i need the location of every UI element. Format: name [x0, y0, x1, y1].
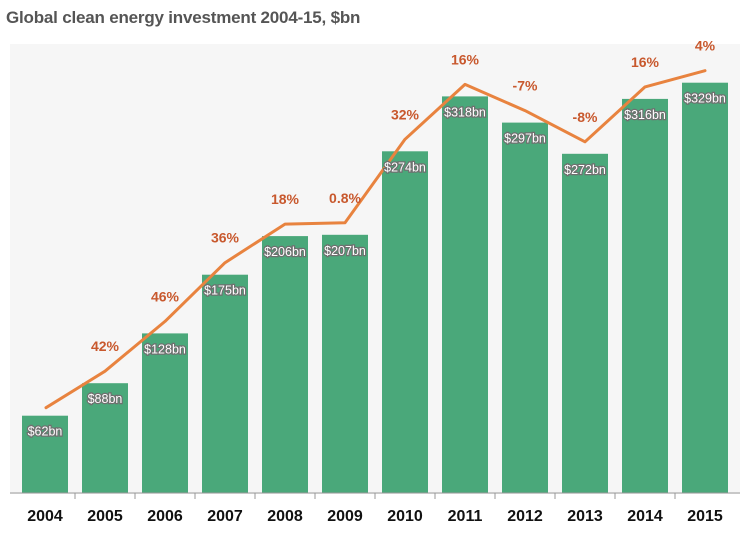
value-labels-layer: $62bn $88bn $128bn $175bn $206bn $207bn $274bn…: [26, 90, 727, 439]
bar-2011: [442, 96, 488, 494]
x-tick-label-2013: 2013: [567, 508, 603, 525]
value-label-2014: $316bn: [624, 108, 666, 122]
growth-label-2005: 42%: [91, 338, 120, 354]
growth-label-2006: 46%: [151, 288, 180, 304]
bar-2008: [262, 236, 308, 493]
growth-label-2015: 4%: [695, 38, 716, 54]
x-tick-label-2008: 2008: [267, 508, 303, 525]
bar-2006: [142, 333, 188, 493]
value-label-2006: $128bn: [144, 342, 186, 356]
x-tick-label-2010: 2010: [387, 508, 423, 525]
bar-2012: [502, 122, 548, 493]
x-axis-labels: 2004 2005 2006 2007 2008 2009 2010 2011 2012 2013…: [27, 508, 723, 525]
bar-2015: [682, 82, 728, 493]
growth-label-2013: -8%: [573, 109, 598, 125]
x-tick-label-2005: 2005: [87, 508, 123, 525]
x-tick-label-2006: 2006: [147, 508, 183, 525]
x-tick-label-2015: 2015: [687, 508, 723, 525]
x-tick-label-2011: 2011: [448, 508, 483, 525]
value-label-2007: $175bn: [204, 284, 246, 298]
value-label-2013: $272bn: [564, 163, 606, 177]
growth-label-2011: 16%: [451, 51, 480, 67]
bar-2005: [82, 383, 128, 493]
growth-label-2008: 18%: [271, 191, 300, 207]
value-label-2004: $62bn: [28, 425, 63, 439]
bars-layer: [22, 82, 728, 494]
growth-label-2014: 16%: [631, 54, 660, 70]
x-tick-label-2012: 2012: [507, 508, 543, 525]
bar-2007: [202, 274, 248, 493]
chart-title: Global clean energy investment 2004-15, …: [6, 8, 361, 27]
value-label-2010: $274bn: [384, 160, 426, 174]
bar-2010: [382, 151, 428, 494]
bar-2009: [322, 234, 368, 494]
growth-label-2007: 36%: [211, 230, 240, 246]
bar-2014: [622, 98, 668, 494]
x-tick-label-2007: 2007: [207, 508, 243, 525]
plot-background: [10, 44, 740, 494]
x-tick-label-2004: 2004: [27, 508, 63, 525]
value-label-2009: $207bn: [324, 244, 366, 258]
value-label-2012: $297bn: [504, 132, 546, 146]
growth-label-2009: 0.8%: [329, 190, 361, 206]
value-label-2008: $206bn: [264, 245, 306, 259]
x-tick-label-2014: 2014: [627, 508, 663, 525]
bar-2004: [22, 415, 68, 493]
value-label-2011: $318bn: [444, 105, 486, 119]
value-label-2015: $329bn: [684, 92, 726, 106]
growth-trend-line: [44, 69, 707, 410]
x-axis-ticks: [74, 493, 676, 499]
value-label-2005: $88bn: [88, 392, 123, 406]
x-tick-label-2009: 2009: [327, 508, 363, 525]
growth-labels-layer: 42% 46% 36% 18% 0.8% 32% 16% -7% -8% 16% 4%: [91, 38, 716, 355]
bar-2013: [562, 153, 608, 494]
growth-label-2010: 32%: [391, 106, 420, 122]
growth-label-2012: -7%: [513, 78, 538, 94]
